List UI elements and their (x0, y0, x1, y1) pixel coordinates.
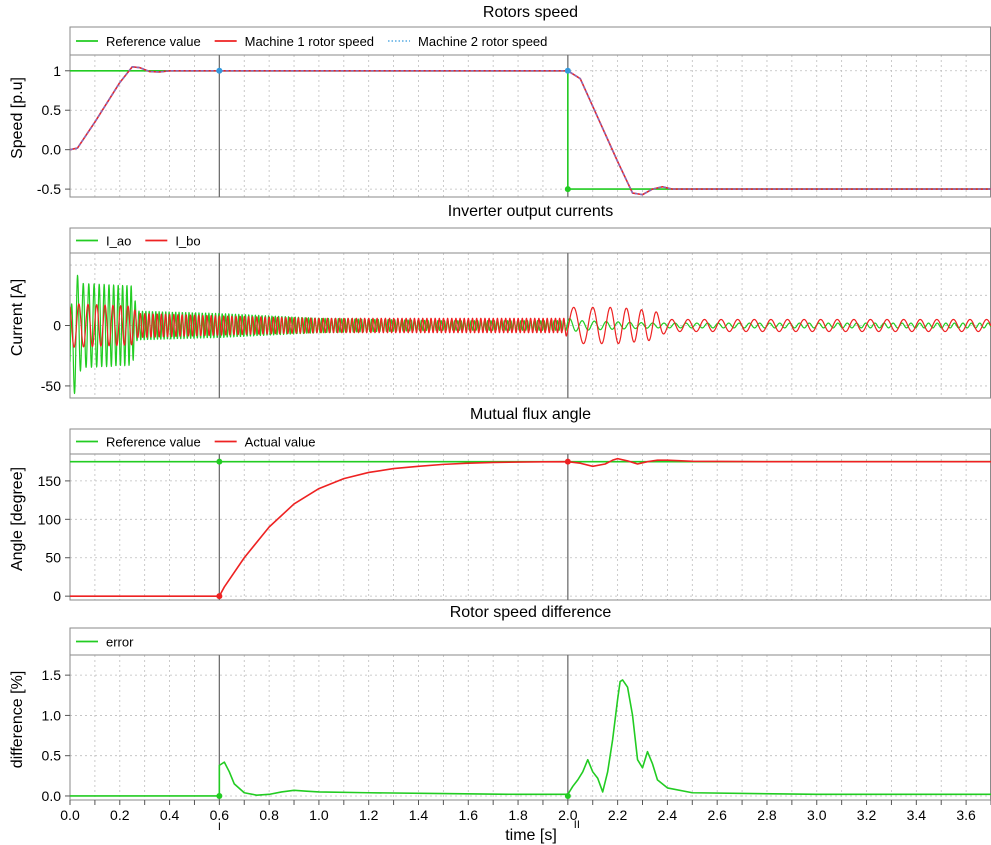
legend-label: I_ao (106, 234, 131, 249)
legend-label: Machine 2 rotor speed (418, 34, 547, 49)
cursor-marker (564, 458, 571, 465)
cursor-marker (216, 458, 223, 465)
panel-2: Inverter output currents 0 -50 Current [A] I… (9, 203, 991, 399)
series-line-i-bo (70, 303, 991, 348)
y-tick-label: 1.0 (42, 707, 62, 723)
series-line-actual-value (70, 457, 991, 597)
legend-entry: I_ao (76, 234, 131, 249)
cursor-marker (216, 67, 223, 74)
legend-entry: error (76, 635, 134, 650)
x-tick-label: 3.6 (956, 807, 976, 823)
cursor-marker (564, 792, 571, 799)
y-axis-label: Current [A] (9, 279, 26, 356)
y-tick-label: 50 (45, 550, 61, 566)
legend-entry: Actual value (214, 435, 316, 450)
y-tick-label: 0.5 (42, 102, 62, 118)
cursor-marker (216, 593, 223, 600)
x-tick-label: 3.4 (907, 807, 927, 823)
x-tick-label: 2.4 (658, 807, 678, 823)
series-line-machine-2-rotor-speed (70, 66, 991, 196)
panel-1: Rotors speed 1 0.5 0.0 -0.5 Speed [p.u] Refere… (9, 4, 991, 198)
y-axis-label: difference [%] (9, 671, 26, 769)
legend-entry: Reference value (76, 34, 201, 49)
legend-label: Reference value (106, 34, 201, 49)
x-tick-label: 3.0 (807, 807, 827, 823)
legend-entry: Machine 2 rotor speed (388, 34, 547, 49)
x-tick-label: 0.8 (259, 807, 279, 823)
y-tick-label: 150 (38, 473, 62, 489)
legend-label: Machine 1 rotor speed (245, 34, 374, 49)
cursor-marker (216, 792, 223, 799)
plot-frame (69, 26, 991, 198)
x-tick-label: 3.2 (857, 807, 877, 823)
series-line-machine-1-rotor-speed (70, 66, 991, 196)
x-tick-label: 2.2 (608, 807, 628, 823)
legend-label: Actual value (245, 435, 316, 450)
legend-label: I_bo (175, 234, 200, 249)
series-line-reference-value (70, 69, 991, 190)
legend-label: error (106, 635, 134, 650)
cursor-label: II (574, 819, 580, 831)
y-tick-label: 0 (53, 318, 61, 334)
plot-area (70, 274, 991, 395)
panel-title: Mutual flux angle (470, 406, 591, 423)
x-tick-label: 1.4 (409, 807, 429, 823)
x-tick-label: 0.6 (210, 807, 230, 823)
x-tick-label: 0.4 (160, 807, 180, 823)
cursor-marker (564, 186, 571, 193)
series-line-error (70, 679, 991, 797)
panel-title: Rotor speed difference (450, 604, 612, 621)
y-axis-label: Angle [degree] (9, 467, 26, 571)
x-axis-label: time [s] (505, 827, 557, 844)
legend-label: Reference value (106, 435, 201, 450)
x-tick-label: 1.8 (508, 807, 528, 823)
x-tick-label: 0.2 (110, 807, 130, 823)
panel-4: Rotor speed difference 1.5 1.0 0.5 0.0 differ… (9, 604, 991, 804)
plot-frame (69, 428, 991, 601)
plot-area (70, 679, 991, 797)
plot-frame (69, 627, 991, 801)
plot-area (70, 66, 991, 196)
plot-area (70, 457, 991, 597)
x-tick-label: 2.8 (757, 807, 777, 823)
cursor-marker (564, 67, 571, 74)
x-tick-label: 1.6 (459, 807, 479, 823)
x-tick-label: 1.0 (309, 807, 329, 823)
y-tick-label: 0.0 (42, 142, 62, 158)
legend-entry: Machine 1 rotor speed (214, 34, 374, 49)
panel-title: Rotors speed (483, 4, 578, 21)
y-tick-label: 0.5 (42, 748, 62, 764)
x-axis: 0.0 0.2 0.4 0.6 0.8 1.0 1.2 1.4 1.6 1.8 2.0 2.2 2.4 2… (60, 800, 991, 844)
y-tick-label: -0.5 (37, 181, 61, 197)
legend-entry: Reference value (76, 435, 201, 450)
series-line-i-ao (70, 274, 991, 395)
x-tick-label: 0.0 (60, 807, 80, 823)
y-tick-label: 0 (53, 588, 61, 604)
cursor-label: I (218, 821, 221, 833)
panel-title: Inverter output currents (448, 203, 613, 220)
y-tick-label: 1 (53, 63, 61, 79)
y-tick-label: 100 (38, 511, 62, 527)
y-tick-label: -50 (41, 378, 61, 394)
y-tick-label: 1.5 (42, 667, 62, 683)
x-tick-label: 1.2 (359, 807, 379, 823)
legend-entry: I_bo (145, 234, 201, 249)
panels: Rotors speed 1 0.5 0.0 -0.5 Speed [p.u] Refere… (9, 4, 991, 804)
x-tick-label: 2.0 (558, 807, 578, 823)
y-tick-label: 0.0 (42, 788, 62, 804)
y-axis-label: Speed [p.u] (9, 77, 26, 159)
panel-3: Mutual flux angle 150 100 50 0 Angle [degree]… (9, 406, 991, 604)
x-tick-label: 2.6 (707, 807, 727, 823)
